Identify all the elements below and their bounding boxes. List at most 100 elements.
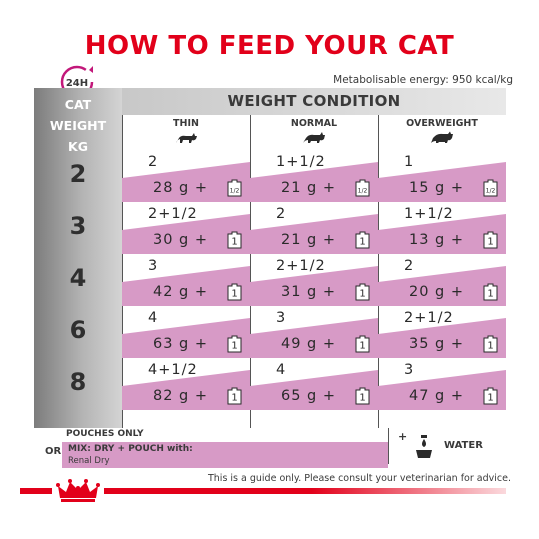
feeding-cell: 2+1/2 31 g + 1 <box>250 254 378 306</box>
pouch-icon-label: 1/2 <box>358 188 368 195</box>
pouches-amount: 4 <box>148 310 159 326</box>
pouch-icon: 1 <box>227 283 242 301</box>
dry-grams-amount: 35 g + <box>408 336 464 352</box>
feeding-cell: 1+1/2 13 g + 1 <box>378 202 506 254</box>
pouch-icon-label: 1 <box>487 237 493 248</box>
pouch-icon: 1 <box>355 387 370 405</box>
pouch-icon: 1 <box>483 283 498 301</box>
pouch-icon: 1/2 <box>483 179 498 197</box>
feeding-cell: 2 20 g + 1 <box>378 254 506 306</box>
dry-grams-amount: 82 g + <box>152 388 208 404</box>
legend-pouches-only: POUCHES ONLY <box>66 429 144 439</box>
pouch-icon: 1 <box>483 335 498 353</box>
feeding-cell: 2 28 g + 1/2 <box>122 150 250 202</box>
column-thin-header: THIN <box>122 115 250 150</box>
dry-grams-amount: 15 g + <box>408 180 464 196</box>
weight-value: 8 <box>69 368 87 396</box>
pouches-amount: 2 <box>276 206 287 222</box>
dry-grams-amount: 63 g + <box>152 336 208 352</box>
cat-overweight-icon <box>431 131 453 143</box>
column-normal-header: NORMAL <box>250 115 378 150</box>
feeding-cell: 4 65 g + 1 <box>250 358 378 410</box>
legend-mix: MIX: DRY + POUCH with: <box>68 444 193 454</box>
pouches-amount: 4 <box>276 362 287 378</box>
feeding-cell: 4+1/2 82 g + 1 <box>122 358 250 410</box>
feeding-cell: 2 21 g + 1 <box>250 202 378 254</box>
dry-grams-amount: 20 g + <box>408 284 464 300</box>
pouches-amount: 3 <box>148 258 159 274</box>
royal-canin-crown-logo <box>52 476 104 506</box>
pouch-icon: 1 <box>483 231 498 249</box>
brand-line <box>20 488 506 494</box>
pouch-icon: 1 <box>483 387 498 405</box>
pouches-amount: 2+1/2 <box>404 310 454 326</box>
cat-thin-icon <box>176 133 197 143</box>
pouch-icon-label: 1 <box>359 237 365 248</box>
dry-grams-amount: 31 g + <box>280 284 336 300</box>
pouches-amount: 1+1/2 <box>276 154 326 170</box>
feeding-cell: 3 42 g + 1 <box>122 254 250 306</box>
feeding-cell: 3 49 g + 1 <box>250 306 378 358</box>
weight-value: 6 <box>69 316 87 344</box>
legend-renal: Renal Dry <box>68 456 110 466</box>
pouch-icon-label: 1 <box>231 237 237 248</box>
pouch-icon: 1 <box>227 335 242 353</box>
feeding-cell: 1 15 g + 1/2 <box>378 150 506 202</box>
pouch-icon: 1 <box>355 335 370 353</box>
weight-value: 2 <box>69 160 87 188</box>
pouches-amount: 2+1/2 <box>148 206 198 222</box>
feeding-cell: 1+1/2 21 g + 1/2 <box>250 150 378 202</box>
pouch-icon: 1 <box>227 387 242 405</box>
page-title: HOW TO FEED YOUR CAT <box>84 31 455 61</box>
pouches-amount: 1 <box>404 154 415 170</box>
feeding-cell: 3 47 g + 1 <box>378 358 506 410</box>
feeding-cell: 2+1/2 35 g + 1 <box>378 306 506 358</box>
pouch-icon: 1 <box>227 231 242 249</box>
pouch-icon: 1 <box>355 231 370 249</box>
dry-grams-amount: 65 g + <box>280 388 336 404</box>
dry-grams-amount: 42 g + <box>152 284 208 300</box>
pouch-icon: 1 <box>355 283 370 301</box>
pouch-icon-label: 1/2 <box>230 188 240 195</box>
pouches-amount: 2 <box>148 154 159 170</box>
pouch-icon-label: 1 <box>487 341 493 352</box>
pouches-amount: 3 <box>276 310 287 326</box>
divider <box>378 115 379 428</box>
pouches-amount: 3 <box>404 362 415 378</box>
pouch-icon-label: 1 <box>231 393 237 404</box>
cat-normal-icon <box>303 132 325 143</box>
divider <box>250 115 251 428</box>
dry-grams-amount: 21 g + <box>280 180 336 196</box>
water-bowl-icon <box>416 435 432 458</box>
legend-or: OR <box>45 446 62 457</box>
pouch-icon: 1/2 <box>227 179 242 197</box>
pouches-amount: 2 <box>404 258 415 274</box>
pouch-icon-label: 1 <box>231 341 237 352</box>
feeding-table: CAT WEIGHT KG WEIGHT CONDITION THIN NORM… <box>34 88 506 428</box>
pouch-icon: 1/2 <box>355 179 370 197</box>
pouch-icon-label: 1 <box>231 289 237 300</box>
weight-condition-header: WEIGHT CONDITION <box>122 88 506 115</box>
energy-text: Metabolisable energy: 950 kcal/kg <box>333 74 513 86</box>
feeding-cell: 4 63 g + 1 <box>122 306 250 358</box>
legend-mix-box <box>62 442 388 468</box>
water-plus: + <box>398 430 408 443</box>
pouches-amount: 1+1/2 <box>404 206 454 222</box>
pouches-amount: 2+1/2 <box>276 258 326 274</box>
pouches-amount: 4+1/2 <box>148 362 198 378</box>
clock-label: 24H <box>66 78 88 89</box>
weight-column <box>34 88 122 428</box>
dry-grams-amount: 49 g + <box>280 336 336 352</box>
dry-grams-amount: 30 g + <box>152 232 208 248</box>
pouch-icon-label: 1 <box>487 289 493 300</box>
water-legend-box <box>388 428 507 464</box>
pouch-icon-label: 1 <box>359 341 365 352</box>
column-overweight-header: OVERWEIGHT <box>378 115 506 150</box>
pouch-icon-label: 1 <box>359 393 365 404</box>
dry-grams-amount: 47 g + <box>408 388 464 404</box>
dry-grams-amount: 28 g + <box>152 180 208 196</box>
dry-grams-amount: 21 g + <box>280 232 336 248</box>
weight-value: 4 <box>69 264 87 292</box>
weight-value: 3 <box>69 212 87 240</box>
cat-weight-header: CAT WEIGHT KG <box>49 97 107 154</box>
